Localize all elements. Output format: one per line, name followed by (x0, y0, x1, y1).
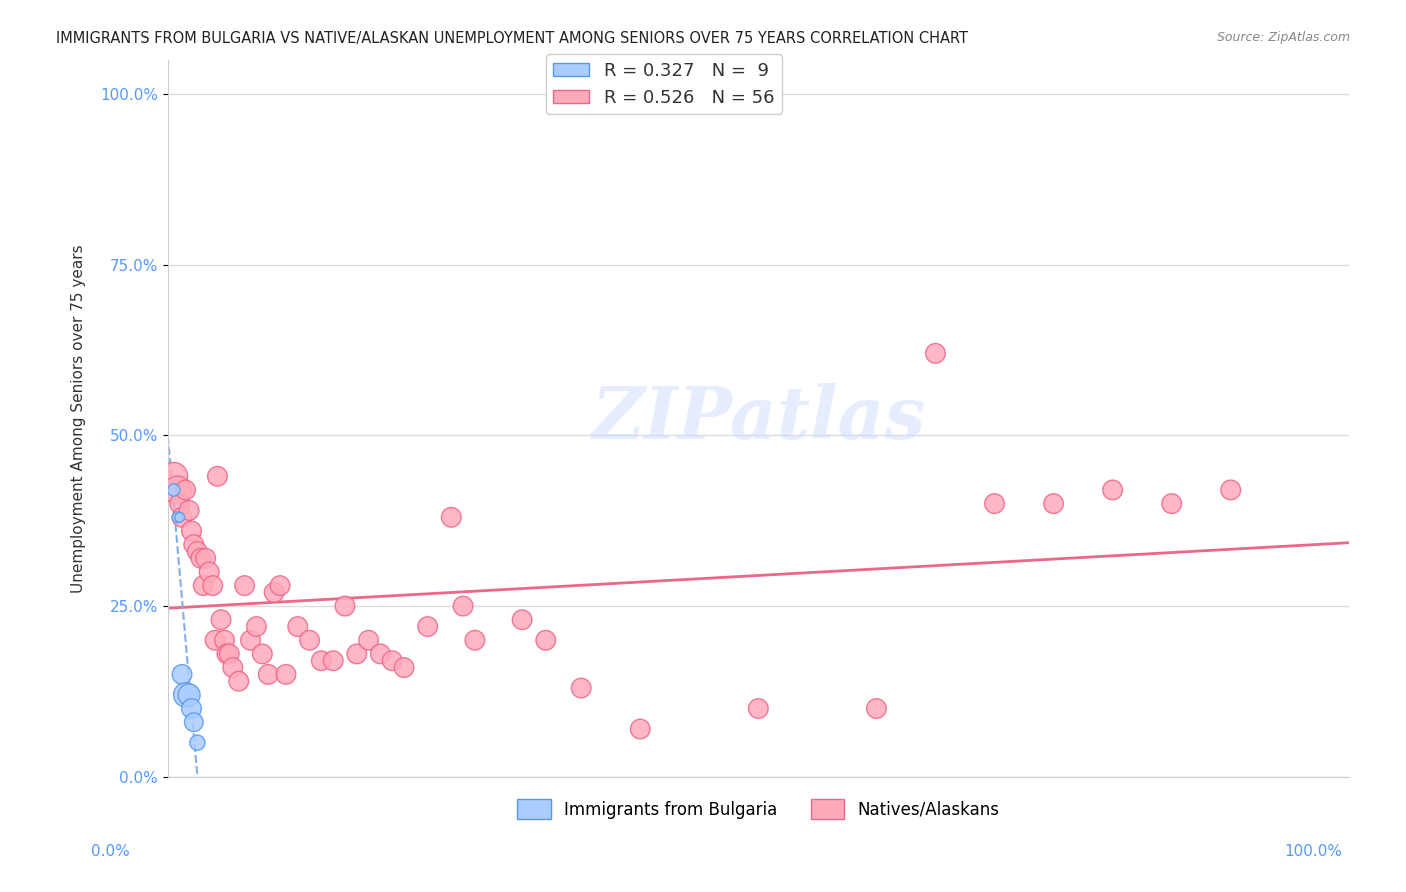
Point (169, 497, 191, 511)
Point (180, 524, 202, 538)
Point (193, 578, 215, 592)
Point (179, 503, 201, 517)
Point (1101, 483, 1123, 497)
Point (1219, 483, 1241, 497)
Point (924, 346, 946, 360)
Point (451, 599, 474, 613)
Point (1042, 497, 1064, 511)
Legend: Immigrants from Bulgaria, Natives/Alaskans: Immigrants from Bulgaria, Natives/Alaska… (510, 792, 1005, 826)
Text: 100.0%: 100.0% (1285, 845, 1343, 859)
Point (534, 633, 557, 648)
Point (269, 578, 291, 592)
Y-axis label: Unemployment Among Seniors over 75 years: Unemployment Among Seniors over 75 years (72, 244, 86, 592)
Point (416, 619, 439, 633)
Point (569, 681, 592, 695)
Text: Source: ZipAtlas.com: Source: ZipAtlas.com (1216, 31, 1350, 45)
Point (170, 510, 193, 524)
Point (166, 483, 188, 497)
Point (183, 538, 205, 552)
Point (464, 633, 486, 648)
Point (174, 688, 197, 702)
Point (865, 701, 887, 715)
Point (198, 565, 221, 579)
Point (440, 510, 463, 524)
Point (263, 585, 285, 599)
Point (346, 647, 368, 661)
Point (179, 688, 201, 702)
Point (392, 660, 415, 674)
Point (207, 469, 229, 483)
Point (510, 613, 533, 627)
Point (174, 483, 197, 497)
Point (228, 674, 250, 689)
Point (214, 633, 236, 648)
Point (201, 578, 224, 592)
Point (233, 578, 256, 592)
Point (257, 667, 280, 681)
Point (180, 701, 202, 715)
Point (186, 736, 208, 750)
Point (1160, 497, 1182, 511)
Point (183, 715, 205, 730)
Point (274, 667, 297, 681)
Point (190, 551, 212, 566)
Text: 0.0%: 0.0% (91, 845, 131, 859)
Point (239, 633, 262, 648)
Point (204, 633, 226, 648)
Point (370, 647, 392, 661)
Point (194, 551, 217, 566)
Point (186, 544, 208, 558)
Point (747, 701, 769, 715)
Text: ZIPatlas: ZIPatlas (592, 383, 925, 454)
Point (163, 483, 186, 497)
Point (333, 599, 356, 613)
Point (169, 510, 191, 524)
Point (218, 647, 240, 661)
Point (163, 469, 186, 483)
Point (287, 619, 309, 633)
Point (628, 722, 651, 736)
Point (322, 654, 344, 668)
Point (215, 647, 238, 661)
Point (222, 660, 245, 674)
Text: IMMIGRANTS FROM BULGARIA VS NATIVE/ALASKAN UNEMPLOYMENT AMONG SENIORS OVER 75 YE: IMMIGRANTS FROM BULGARIA VS NATIVE/ALASK… (56, 31, 969, 46)
Point (357, 633, 380, 648)
Point (298, 633, 321, 648)
Point (983, 497, 1005, 511)
Point (245, 619, 267, 633)
Point (209, 613, 232, 627)
Point (311, 654, 333, 668)
Point (166, 510, 188, 524)
Point (252, 647, 274, 661)
Point (170, 667, 193, 681)
Point (381, 654, 404, 668)
